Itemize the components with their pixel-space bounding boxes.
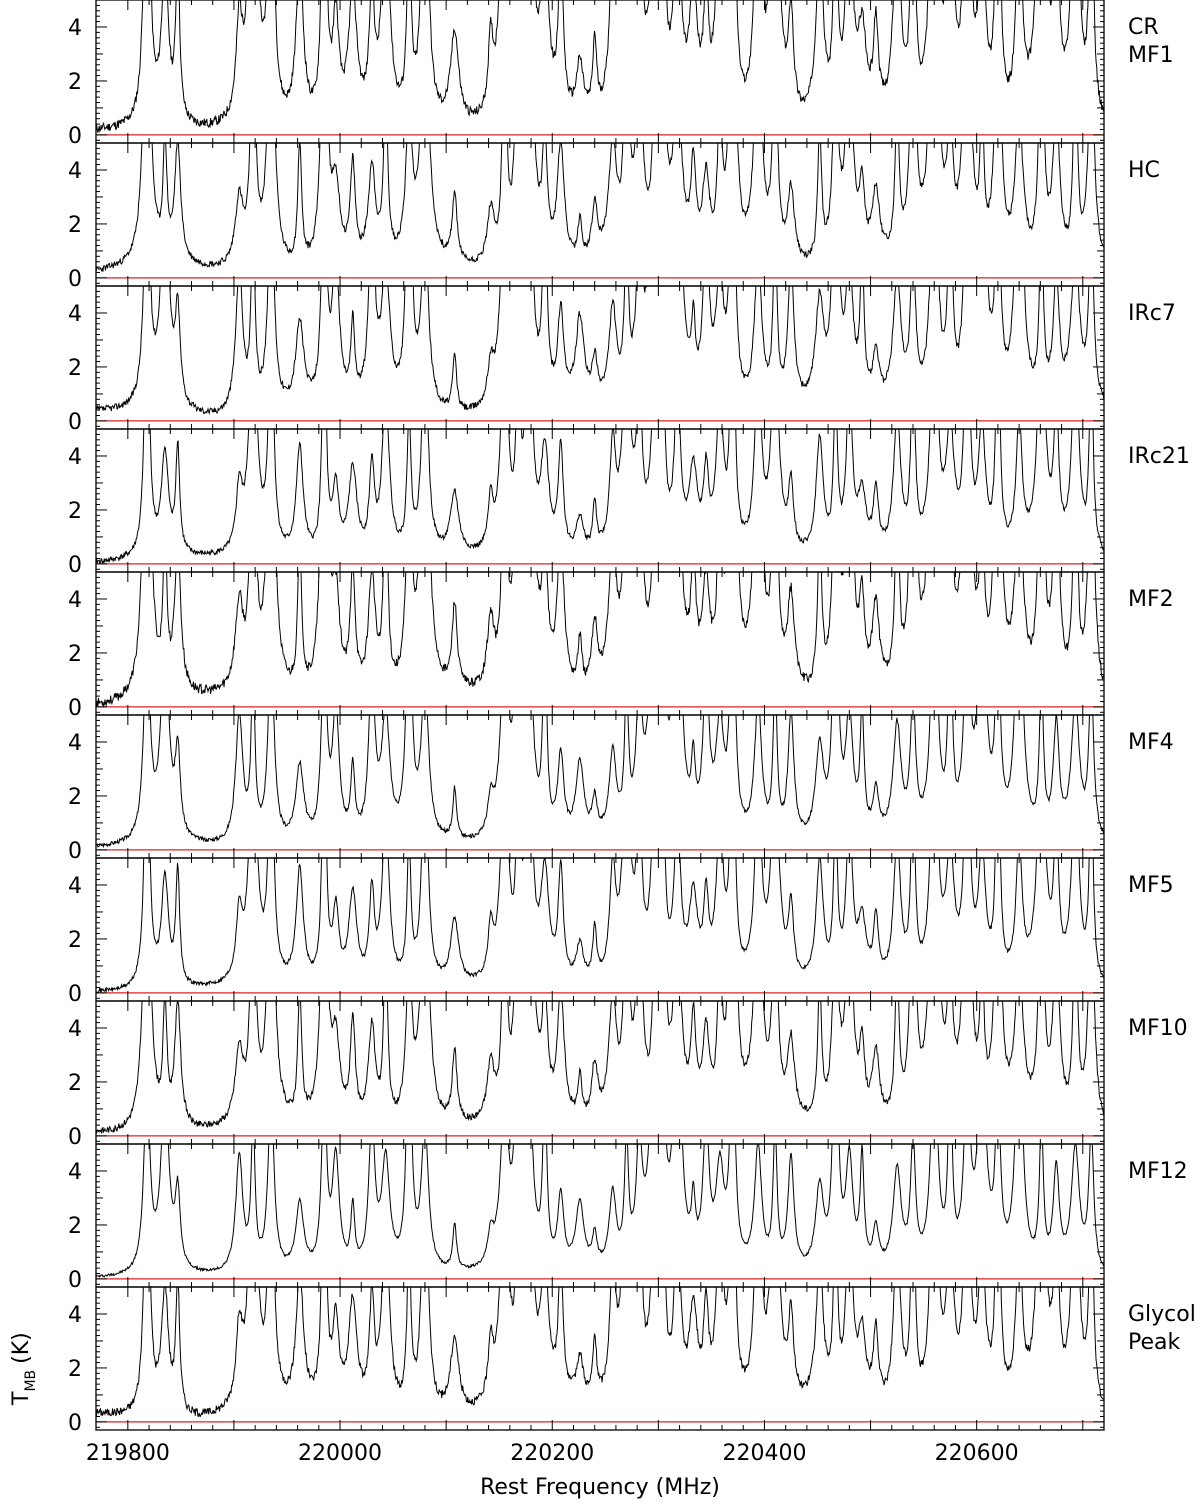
- y-tick-label: 0: [68, 1125, 82, 1150]
- spectrum-line: [96, 1144, 1104, 1278]
- spectrum-line: [96, 286, 1104, 415]
- x-tick-label: 220000: [298, 1441, 382, 1466]
- panel-irc21: 0 2 4 IRc21: [68, 428, 1190, 578]
- panel-label: CR: [1128, 15, 1159, 40]
- y-tick-label: 4: [68, 731, 82, 756]
- y-tick-label: 4: [68, 588, 82, 613]
- panel-frame: [95, 1286, 1105, 1431]
- y-tick-label: 2: [68, 499, 82, 524]
- y-tick-label: 0: [68, 982, 82, 1007]
- spectrum-line: [96, 0, 1104, 134]
- y-tick-label: 0: [68, 839, 82, 864]
- y-axis-title-unit: (K): [9, 1332, 34, 1364]
- y-tick-label: 2: [68, 1214, 82, 1239]
- y-axis-title: TMB (K): [9, 1332, 39, 1406]
- y-tick-label: 4: [68, 1303, 82, 1328]
- panel-mf2: 0 2 4 MF2: [68, 571, 1174, 721]
- panel-mf12: 0 2 4 MF12: [68, 1143, 1188, 1293]
- y-tick-label: 0: [68, 124, 82, 149]
- panel-mf5: 0 2 4 MF5: [68, 857, 1174, 1007]
- panel-label: IRc7: [1128, 301, 1176, 326]
- panel-label: MF2: [1128, 587, 1174, 612]
- x-tick-label: 220400: [722, 1441, 806, 1466]
- y-tick-label: 4: [68, 1160, 82, 1185]
- panel-cr-mf1: 0 2 4 CR MF1: [68, 0, 1174, 149]
- panel-label: HC: [1128, 158, 1160, 183]
- y-tick-label: 2: [68, 356, 82, 381]
- y-tick-label: 0: [68, 1268, 82, 1293]
- spectrum-line: [96, 1287, 1104, 1418]
- y-tick-label: 2: [68, 928, 82, 953]
- y-tick-label: 4: [68, 874, 82, 899]
- y-tick-label: 4: [68, 302, 82, 327]
- y-tick-label: 2: [68, 785, 82, 810]
- x-tick-label: 219800: [86, 1441, 170, 1466]
- y-tick-label: 4: [68, 159, 82, 184]
- panel-label: IRc21: [1128, 444, 1190, 469]
- panel-label: Peak: [1128, 1330, 1180, 1355]
- panel-frame: [95, 0, 1105, 144]
- panel-label: Glycol: [1128, 1302, 1196, 1327]
- panel-glycol-peak: 0 2 4 Glycol Peak: [68, 1286, 1196, 1436]
- x-tick-label: 220200: [510, 1441, 594, 1466]
- panel-label: MF10: [1128, 1016, 1188, 1041]
- y-tick-label: 0: [68, 1411, 82, 1436]
- x-axis-title: Rest Frequency (MHz): [480, 1475, 720, 1500]
- y-tick-label: 4: [68, 1017, 82, 1042]
- panel-irc7: 0 2 4 IRc7: [68, 285, 1176, 435]
- spectrum-line: [96, 858, 1104, 993]
- panel-frame: [95, 1000, 1105, 1145]
- y-axis-title-group: TMB (K): [9, 1332, 39, 1406]
- panel-label: MF12: [1128, 1159, 1188, 1184]
- spectrum-line: [96, 572, 1104, 708]
- panel-hc: 0 2 4 HC: [68, 142, 1160, 292]
- y-tick-label: 2: [68, 70, 82, 95]
- spectrum-line: [96, 143, 1104, 273]
- spectrum-line: [96, 1001, 1104, 1134]
- y-tick-label: 0: [68, 267, 82, 292]
- y-axis-title-symbol: T: [9, 1391, 34, 1406]
- panel-label: MF4: [1128, 730, 1174, 755]
- y-tick-label: 4: [68, 16, 82, 41]
- spectrum-line: [96, 715, 1104, 849]
- panel-label: MF5: [1128, 873, 1174, 898]
- y-tick-label: 2: [68, 1071, 82, 1096]
- y-tick-label: 0: [68, 696, 82, 721]
- spectrum-line: [96, 429, 1104, 565]
- y-tick-label: 0: [68, 410, 82, 435]
- y-tick-label: 2: [68, 1357, 82, 1382]
- y-tick-label: 2: [68, 213, 82, 238]
- y-tick-label: 4: [68, 445, 82, 470]
- panel-frame: [95, 142, 1105, 287]
- x-tick-label: 220600: [935, 1441, 1019, 1466]
- y-tick-label: 0: [68, 553, 82, 578]
- y-axis-title-subscript: MB: [23, 1370, 39, 1392]
- y-tick-label: 2: [68, 642, 82, 667]
- panel-label: MF1: [1128, 43, 1174, 68]
- panel-mf10: 0 2 4 MF10: [68, 1000, 1188, 1150]
- panel-mf4: 0 2 4 MF4: [68, 714, 1174, 864]
